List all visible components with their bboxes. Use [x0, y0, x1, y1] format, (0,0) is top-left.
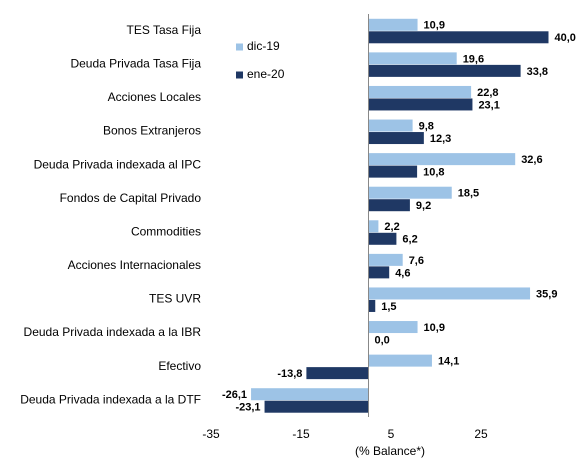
bar: [368, 132, 424, 145]
bar: [264, 400, 369, 413]
y-tick-label: Deuda Privada indexada a la DTF: [20, 392, 201, 406]
x-tick-label: -15: [292, 427, 310, 441]
value-label: 6,2: [402, 234, 417, 246]
bar: [368, 266, 390, 279]
value-label: 23,1: [478, 99, 499, 111]
value-label: 19,6: [463, 53, 484, 65]
value-label: 18,5: [458, 188, 479, 200]
value-label: 4,6: [395, 267, 410, 279]
value-label: 0,0: [375, 334, 390, 346]
bar: [368, 31, 549, 44]
legend-swatch: [236, 43, 243, 51]
x-tick-label: 25: [474, 427, 488, 441]
bar: [368, 186, 452, 199]
y-tick-label: Acciones Internacionales: [68, 258, 201, 272]
bar: [368, 165, 418, 178]
y-tick-label: Acciones Locales: [108, 90, 201, 104]
y-tick-label: Deuda Privada indexada a la IBR: [24, 325, 202, 339]
bar: [306, 367, 369, 380]
value-label: 9,8: [419, 120, 434, 132]
bar: [368, 354, 432, 367]
bar: [368, 153, 516, 166]
y-tick-label: Deuda Privada indexada al IPC: [34, 157, 202, 171]
value-label: 10,8: [423, 167, 444, 179]
y-tick-label: Bonos Extranjeros: [103, 124, 201, 138]
legend-label: ene-20: [247, 67, 285, 81]
value-label: 32,6: [521, 154, 542, 166]
legend-label: dic-19: [247, 39, 280, 53]
bar: [368, 287, 531, 300]
x-tick-label: 5: [388, 427, 395, 441]
value-label: 2,2: [384, 221, 399, 233]
bar: [368, 220, 379, 233]
value-label: 40,0: [555, 32, 576, 44]
value-label: 7,6: [409, 255, 424, 267]
value-label: 35,9: [536, 288, 557, 300]
y-tick-label: TES Tasa Fija: [127, 23, 202, 37]
value-label: 12,3: [430, 133, 451, 145]
x-tick-label: -35: [202, 427, 220, 441]
value-label: 14,1: [438, 356, 459, 368]
y-tick-label: TES UVR: [149, 292, 201, 306]
bar: [368, 119, 413, 132]
bar: [368, 199, 410, 212]
y-tick-label: Commodities: [131, 224, 201, 238]
value-label: 22,8: [477, 87, 498, 99]
value-label: 10,9: [424, 322, 445, 334]
legend-swatch: [236, 71, 243, 79]
value-label: 9,2: [416, 200, 431, 212]
bar: [368, 18, 418, 31]
value-label: 1,5: [381, 301, 396, 313]
y-tick-label: Fondos de Capital Privado: [60, 191, 202, 205]
bar: [368, 321, 418, 334]
bar: [368, 64, 521, 77]
bar: [251, 388, 369, 401]
value-label: -26,1: [222, 389, 247, 401]
bar: [368, 85, 472, 98]
value-label: 33,8: [527, 66, 548, 78]
bar: [368, 98, 473, 111]
x-axis-label: (% Balance*): [355, 444, 425, 458]
value-label: 10,9: [424, 20, 445, 32]
value-label: -13,8: [277, 368, 302, 380]
bar: [368, 253, 403, 266]
bar: [368, 299, 376, 312]
bar: [368, 52, 457, 65]
y-tick-label: Deuda Privada Tasa Fija: [70, 57, 201, 71]
bar: [368, 232, 397, 245]
value-label: -23,1: [235, 402, 260, 414]
y-tick-label: Efectivo: [158, 359, 201, 373]
